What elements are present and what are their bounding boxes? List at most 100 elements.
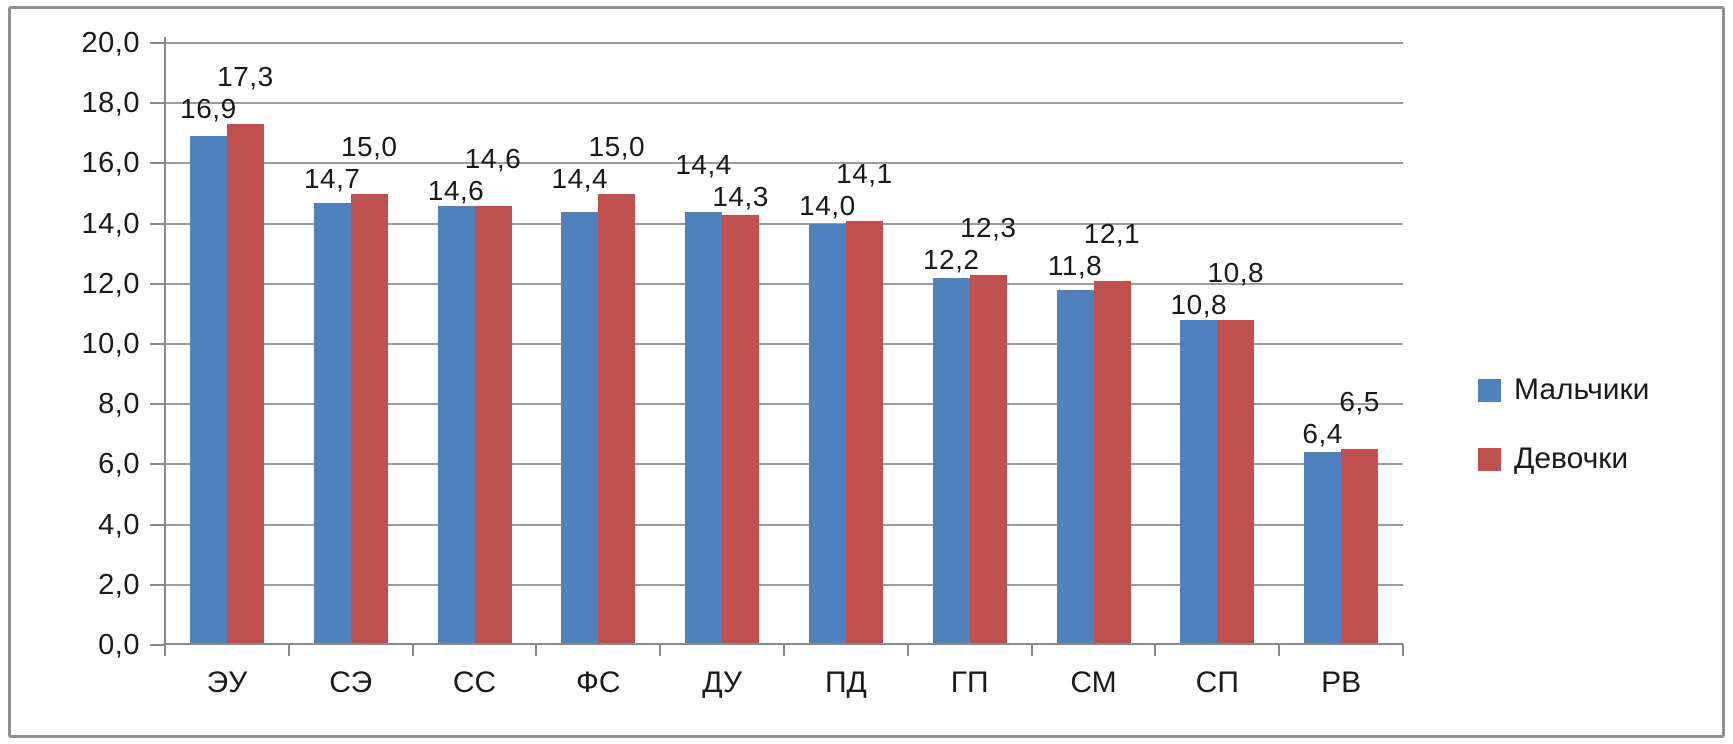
- y-axis-tick: [150, 42, 166, 44]
- bar-girls-ПД: [845, 220, 883, 643]
- x-axis-tick: [287, 644, 290, 656]
- x-axis-tick: [783, 644, 785, 656]
- bar-girls-ФС: [598, 193, 636, 643]
- bar-label-boys-РВ: 6,4: [1302, 418, 1343, 450]
- gridline: [165, 102, 1403, 105]
- y-axis-tick: [150, 102, 166, 105]
- bar-label-boys-СС: 14,6: [427, 174, 485, 206]
- x-axis-tick: [1154, 644, 1157, 656]
- y-axis-tick-label: 10,0: [81, 328, 140, 360]
- gridline: [165, 583, 1403, 586]
- y-axis-tick: [150, 343, 166, 345]
- bar-label-boys-ДУ: 14,4: [675, 148, 732, 180]
- bar-girls-ЭУ: [226, 124, 264, 643]
- x-axis-tick: [1030, 644, 1033, 656]
- bar-label-boys-ЭУ: 16,9: [180, 93, 237, 125]
- legend-swatch-girls-icon: [1478, 447, 1501, 471]
- x-axis-category-label-СМ: СМ: [1070, 666, 1117, 699]
- x-axis-category-label-ДУ: ДУ: [702, 666, 742, 699]
- legend: Мальчики Девочки: [1478, 370, 1649, 479]
- bar-label-boys-ГП: 12,2: [922, 243, 980, 275]
- bar-boys-СМ: [1056, 289, 1094, 643]
- bar-girls-СЭ: [350, 193, 388, 643]
- y-axis-tick-label: 2,0: [98, 568, 140, 601]
- x-axis-tick: [659, 644, 662, 656]
- bar-label-girls-СП: 10,8: [1207, 256, 1265, 288]
- x-axis-category-label-СС: СС: [452, 666, 497, 699]
- bar-girls-СП: [1217, 319, 1255, 643]
- bar-label-boys-СЭ: 14,7: [303, 162, 361, 194]
- x-axis-category-label-СЭ: СЭ: [329, 666, 373, 699]
- gridline: [165, 222, 1403, 225]
- bar-boys-СС: [437, 205, 475, 643]
- y-axis-tick-label: 6,0: [98, 448, 140, 481]
- y-axis-tick: [150, 222, 166, 225]
- y-axis-tick-label: 20,0: [81, 27, 140, 59]
- bar-boys-ГП: [932, 277, 970, 643]
- bar-boys-ФС: [561, 211, 599, 643]
- x-axis-category-label-ПД: ПД: [824, 666, 867, 699]
- y-axis-tick: [150, 403, 166, 406]
- y-axis-tick-label: 12,0: [81, 267, 140, 300]
- bar-boys-ЭУ: [189, 136, 227, 643]
- y-axis-tick-label: 16,0: [81, 147, 140, 180]
- bar-girls-СС: [474, 205, 512, 643]
- y-axis-tick: [150, 463, 166, 466]
- gridline: [165, 42, 1403, 44]
- x-axis-tick: [411, 644, 414, 656]
- x-axis-tick: [906, 644, 909, 656]
- gridline: [165, 162, 1403, 165]
- gridline: [165, 523, 1403, 526]
- bar-boys-ДУ: [685, 211, 723, 643]
- gridline: [165, 403, 1403, 406]
- x-axis-category-label-ФС: ФС: [576, 666, 621, 699]
- bar-girls-ГП: [969, 274, 1007, 643]
- x-axis-tick: [1278, 644, 1281, 656]
- y-axis-tick: [150, 583, 166, 586]
- gridline: [165, 282, 1403, 285]
- y-axis-tick-label: 8,0: [98, 388, 140, 421]
- bar-label-girls-СЭ: 15,0: [340, 130, 398, 162]
- x-axis-category-label-СП: СП: [1195, 666, 1239, 699]
- bar-label-girls-РВ: 6,5: [1339, 386, 1380, 418]
- x-axis-category-label-ГП: ГП: [950, 666, 989, 699]
- x-axis-tick: [535, 644, 538, 656]
- bar-label-girls-ГП: 12,3: [959, 211, 1017, 243]
- bar-label-boys-СП: 10,8: [1170, 288, 1228, 320]
- bar-girls-РВ: [1341, 449, 1379, 643]
- bar-boys-РВ: [1304, 452, 1342, 643]
- y-axis-tick: [150, 644, 166, 646]
- y-axis-tick-label: 4,0: [98, 508, 140, 541]
- x-axis-category-label-ЭУ: ЭУ: [206, 666, 248, 699]
- y-axis-tick-label: 0,0: [98, 629, 140, 661]
- bar-label-girls-ДУ: 14,3: [712, 180, 769, 212]
- bar-boys-СП: [1180, 319, 1218, 643]
- y-axis-tick-label: 14,0: [81, 207, 140, 240]
- bar-label-boys-ФС: 14,4: [551, 162, 609, 194]
- bar-girls-СМ: [1093, 280, 1131, 643]
- legend-item-girls: Девочки: [1478, 439, 1649, 479]
- y-axis-tick: [150, 523, 166, 526]
- bar-label-girls-СС: 14,6: [464, 142, 522, 174]
- legend-label-boys: Мальчики: [1514, 373, 1650, 406]
- x-axis-tick: [164, 644, 166, 656]
- bar-boys-ПД: [808, 223, 846, 643]
- bar-label-girls-ЭУ: 17,3: [217, 61, 274, 93]
- bar-label-boys-ПД: 14,0: [799, 189, 856, 221]
- bar-label-boys-СМ: 11,8: [1047, 249, 1103, 281]
- y-axis-tick: [150, 282, 166, 285]
- bar-label-girls-ПД: 14,1: [836, 157, 893, 189]
- gridline: [165, 463, 1403, 466]
- x-axis-category-label-РВ: РВ: [1321, 666, 1362, 699]
- bar-label-girls-ФС: 15,0: [588, 130, 646, 162]
- legend-swatch-boys-icon: [1478, 378, 1501, 402]
- legend-item-boys: Мальчики: [1478, 370, 1649, 410]
- legend-label-girls: Девочки: [1514, 442, 1629, 475]
- y-axis-line: [164, 37, 166, 647]
- bar-label-girls-СМ: 12,1: [1083, 217, 1141, 249]
- bar-girls-ДУ: [722, 214, 760, 643]
- bar-boys-СЭ: [313, 202, 351, 643]
- y-axis-tick: [150, 162, 166, 165]
- gridline: [165, 343, 1403, 345]
